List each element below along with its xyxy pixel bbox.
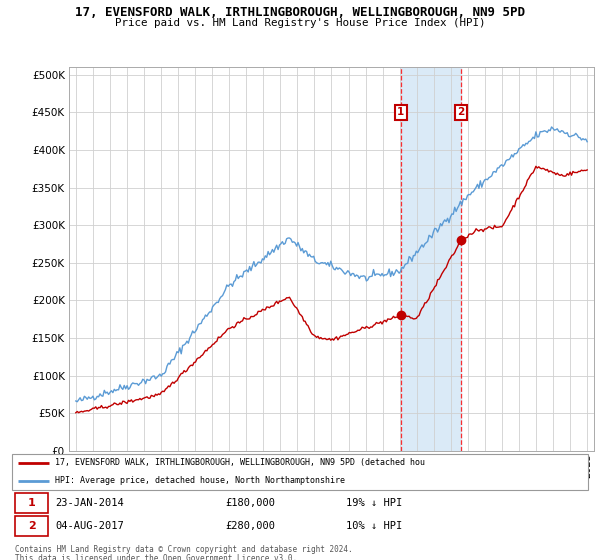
Text: 04-AUG-2017: 04-AUG-2017 bbox=[55, 521, 124, 531]
Text: 17, EVENSFORD WALK, IRTHLINGBOROUGH, WELLINGBOROUGH, NN9 5PD (detached hou: 17, EVENSFORD WALK, IRTHLINGBOROUGH, WEL… bbox=[55, 458, 425, 467]
FancyBboxPatch shape bbox=[15, 493, 48, 513]
Text: This data is licensed under the Open Government Licence v3.0.: This data is licensed under the Open Gov… bbox=[15, 554, 297, 560]
Text: £180,000: £180,000 bbox=[225, 498, 275, 508]
Text: 17, EVENSFORD WALK, IRTHLINGBOROUGH, WELLINGBOROUGH, NN9 5PD: 17, EVENSFORD WALK, IRTHLINGBOROUGH, WEL… bbox=[75, 6, 525, 18]
Text: 2: 2 bbox=[28, 521, 35, 531]
Text: 10% ↓ HPI: 10% ↓ HPI bbox=[346, 521, 403, 531]
Text: £280,000: £280,000 bbox=[225, 521, 275, 531]
Text: 23-JAN-2014: 23-JAN-2014 bbox=[55, 498, 124, 508]
Text: 1: 1 bbox=[28, 498, 35, 508]
FancyBboxPatch shape bbox=[12, 454, 588, 490]
Text: Contains HM Land Registry data © Crown copyright and database right 2024.: Contains HM Land Registry data © Crown c… bbox=[15, 545, 353, 554]
Text: 2: 2 bbox=[457, 108, 464, 118]
FancyBboxPatch shape bbox=[15, 516, 48, 536]
Text: 19% ↓ HPI: 19% ↓ HPI bbox=[346, 498, 403, 508]
Text: 1: 1 bbox=[397, 108, 404, 118]
Text: Price paid vs. HM Land Registry's House Price Index (HPI): Price paid vs. HM Land Registry's House … bbox=[115, 18, 485, 29]
Text: HPI: Average price, detached house, North Northamptonshire: HPI: Average price, detached house, Nort… bbox=[55, 477, 345, 486]
Bar bbox=[401, 67, 461, 451]
